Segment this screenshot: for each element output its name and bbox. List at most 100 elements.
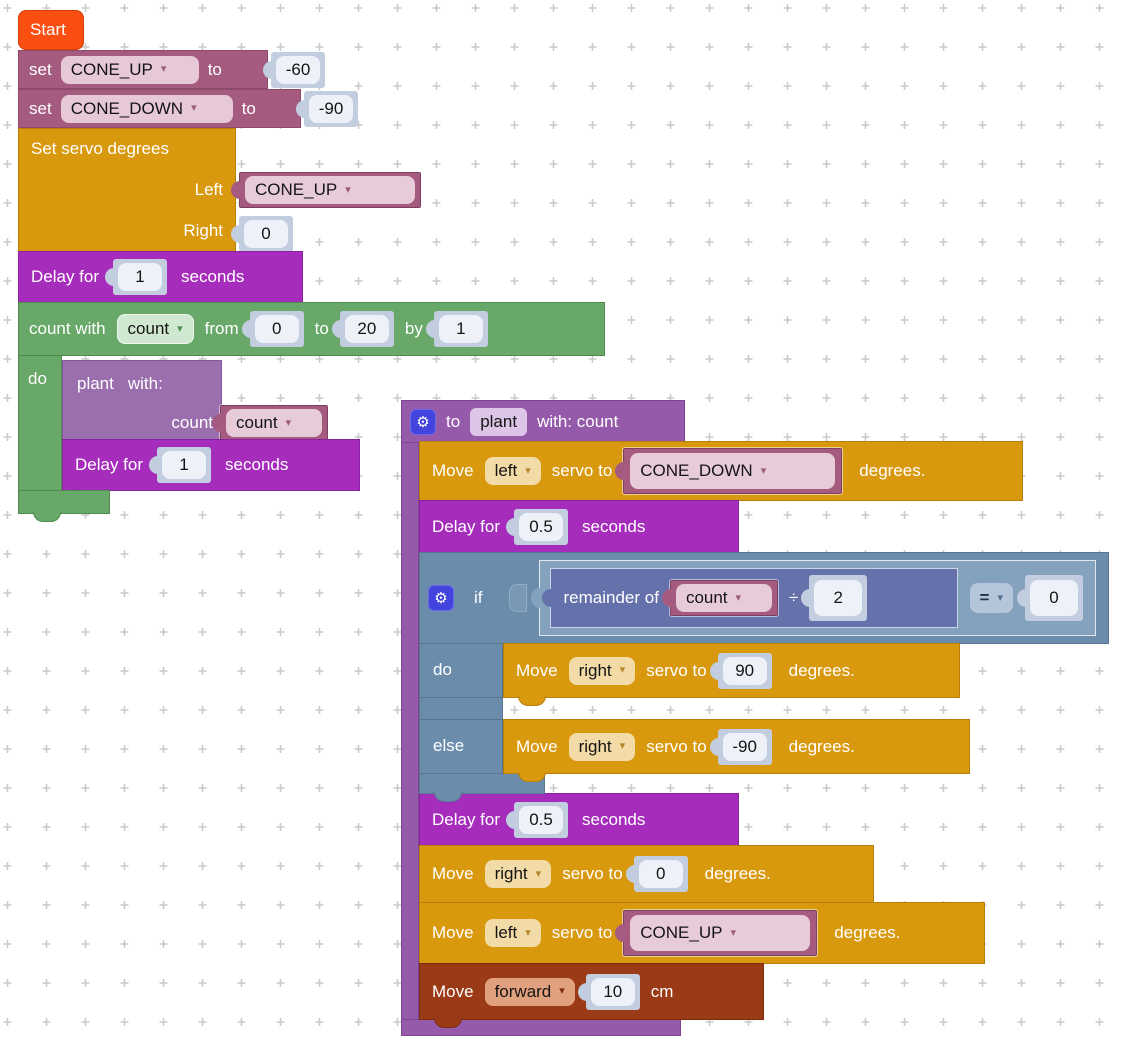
servo-title-row: Set servo degrees	[19, 129, 235, 170]
dropdown-arrow-icon: ▾	[730, 926, 736, 939]
set-cone-up-block[interactable]: set CONE_UP ▾ to -60	[18, 50, 325, 89]
number-field[interactable]: 1	[438, 315, 483, 343]
move-forward-block[interactable]: Move forward ▾ 10 cm	[419, 963, 764, 1028]
compare-shadow-block[interactable]: 0	[1016, 575, 1083, 621]
set-servo-degrees-body[interactable]: Set servo degrees Left Right	[18, 128, 236, 252]
value-shadow-block[interactable]: -90	[709, 728, 772, 765]
if-else-block[interactable]: ⚙ if remainder of count ▾	[419, 552, 1109, 802]
servo-side-dropdown[interactable]: right ▾	[568, 656, 636, 685]
move-label: Move	[432, 461, 474, 480]
variable-dropdown[interactable]: CONE_UP ▾	[60, 55, 199, 84]
delay-block[interactable]: Delay for 0.5 seconds	[419, 793, 739, 846]
value-shadow-block[interactable]: 90	[709, 652, 772, 689]
operator-dropdown[interactable]: = ▾	[969, 583, 1013, 613]
number-field[interactable]: 0	[638, 860, 683, 888]
dropdown-arrow-icon: ▾	[345, 183, 351, 196]
cone-up-variable-block[interactable]: CONE_UP ▾	[231, 172, 421, 208]
loop-body: do plant with: count	[18, 355, 360, 499]
loop-contents: plant with: count count ▾	[62, 355, 360, 499]
value-shadow-block[interactable]: 0	[625, 856, 688, 892]
number-field[interactable]: 0	[254, 315, 299, 343]
if-header[interactable]: ⚙ if remainder of count ▾	[419, 552, 1109, 644]
value-shadow-block[interactable]: 10	[577, 973, 640, 1010]
delay-block[interactable]: Delay for 0.5 seconds	[419, 500, 739, 553]
servo-to-label: servo to	[551, 461, 613, 480]
cone-up-variable-block[interactable]: CONE_UP ▾	[615, 910, 818, 956]
value-shadow-block[interactable]: -90	[296, 90, 358, 127]
plant-function-definition[interactable]: ⚙ to plant with: count Move left ▾ servo…	[401, 400, 1109, 1036]
move-left-servo-block[interactable]: Move left ▾ servo to CONE_UP ▾ degrees.	[419, 902, 985, 964]
variable-dropdown[interactable]: count ▾	[675, 584, 772, 612]
servo-side: right	[494, 864, 528, 883]
variable-name: CONE_UP	[640, 923, 723, 942]
loop-bottom-bar[interactable]	[18, 490, 110, 522]
move-left-servo-block[interactable]: Move left ▾ servo to CONE_DOWN ▾ degrees…	[419, 441, 1023, 501]
by-shadow-block[interactable]: 1	[425, 311, 488, 347]
cone-down-variable-block[interactable]: CONE_DOWN ▾	[615, 448, 843, 494]
number-field[interactable]: -90	[722, 732, 767, 761]
variable-dropdown[interactable]: CONE_DOWN ▾	[630, 453, 836, 489]
to-shadow-block[interactable]: 20	[331, 311, 394, 347]
number-field[interactable]: 1	[162, 451, 207, 479]
function-name-field[interactable]: plant	[470, 407, 528, 436]
set-cone-down-body[interactable]: set CONE_DOWN ▾ to	[18, 89, 301, 128]
loop-header[interactable]: count with count ▾ from 0 to 20 by 1	[18, 302, 605, 356]
input-socket	[508, 584, 527, 612]
set-cone-down-block[interactable]: set CONE_DOWN ▾ to -90	[18, 89, 358, 128]
servo-side-dropdown[interactable]: right ▾	[484, 860, 552, 888]
remainder-block[interactable]: remainder of count ▾ ÷ 2	[541, 568, 958, 628]
number-field[interactable]: 0	[244, 220, 288, 248]
value-shadow-block[interactable]: 1	[149, 447, 212, 483]
loop-variable-dropdown[interactable]: count ▾	[116, 314, 194, 344]
move-right-servo-block[interactable]: Move right ▾ servo to -90 degrees.	[503, 719, 970, 782]
servo-side-dropdown[interactable]: right ▾	[568, 732, 636, 761]
number-field[interactable]: 2	[814, 580, 863, 616]
count-variable-block[interactable]: count ▾	[212, 405, 328, 441]
dropdown-arrow-icon: ▾	[160, 63, 167, 75]
servo-side-dropdown[interactable]: left ▾	[484, 457, 541, 485]
variable-dropdown[interactable]: count ▾	[226, 409, 322, 437]
start-block[interactable]: Start	[18, 10, 84, 50]
plant-call-block[interactable]: plant with: count count ▾	[62, 360, 328, 441]
from-shadow-block[interactable]: 0	[241, 311, 304, 347]
number-field[interactable]: 90	[722, 656, 767, 685]
delay-keyword: Delay for	[75, 455, 144, 474]
set-keyword: set	[29, 59, 52, 79]
gear-icon[interactable]: ⚙	[428, 585, 454, 611]
function-def-header[interactable]: ⚙ to plant with: count	[401, 400, 685, 443]
argument-attachment: count ▾	[212, 405, 328, 441]
servo-side-dropdown[interactable]: left ▾	[484, 919, 541, 947]
count-variable-block[interactable]: count ▾	[661, 580, 778, 616]
delay-block[interactable]: Delay for 1 seconds	[18, 251, 303, 303]
value-shadow-block[interactable]: 0.5	[506, 508, 569, 545]
number-field[interactable]: 0.5	[519, 512, 564, 541]
divisor-shadow-block[interactable]: 2	[801, 575, 868, 621]
number-field[interactable]: -90	[309, 94, 353, 123]
number-field[interactable]: 0	[1029, 580, 1078, 616]
set-cone-up-body[interactable]: set CONE_UP ▾ to	[18, 50, 268, 89]
value-shadow-block[interactable]: 0.5	[506, 801, 569, 838]
variable-dropdown[interactable]: CONE_UP ▾	[630, 915, 811, 951]
delay-block[interactable]: Delay for 1 seconds	[62, 439, 360, 499]
move-right-servo-block[interactable]: Move right ▾ servo to 0 degrees.	[419, 845, 874, 903]
number-field[interactable]: 10	[590, 977, 635, 1006]
gear-icon[interactable]: ⚙	[410, 408, 436, 435]
variable-dropdown[interactable]: CONE_UP ▾	[245, 176, 415, 204]
servo-to-label: servo to	[646, 736, 707, 756]
number-field[interactable]: 0.5	[519, 805, 564, 834]
value-shadow-block[interactable]: -60	[263, 51, 325, 88]
variable-dropdown[interactable]: CONE_DOWN ▾	[60, 94, 233, 123]
number-field[interactable]: -60	[276, 55, 320, 84]
dropdown-arrow-icon: ▾	[525, 464, 531, 477]
comparison-block[interactable]: remainder of count ▾ ÷ 2	[530, 560, 1096, 636]
number-field[interactable]: 1	[118, 263, 163, 291]
direction-dropdown[interactable]: forward ▾	[484, 977, 575, 1006]
value-shadow-block[interactable]: 1	[105, 259, 168, 295]
set-servo-degrees-block[interactable]: Set servo degrees Left Right CONE_UP ▾	[18, 128, 421, 252]
number-field[interactable]: 20	[344, 315, 389, 343]
move-right-servo-block[interactable]: Move right ▾ servo to 90 degrees.	[503, 643, 960, 706]
value-shadow-block[interactable]: 0	[231, 216, 293, 252]
variable-name: CONE_DOWN	[640, 461, 753, 480]
count-loop-block[interactable]: count with count ▾ from 0 to 20 by 1	[18, 302, 605, 522]
